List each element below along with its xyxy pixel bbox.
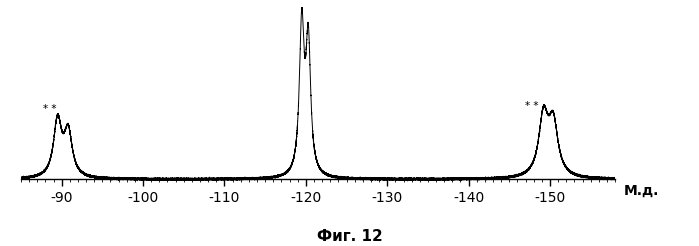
Text: Фиг. 12: Фиг. 12 xyxy=(317,229,382,244)
Text: М.д.: М.д. xyxy=(624,184,658,198)
Text: * *: * * xyxy=(43,104,56,114)
Text: * *: * * xyxy=(526,101,539,111)
